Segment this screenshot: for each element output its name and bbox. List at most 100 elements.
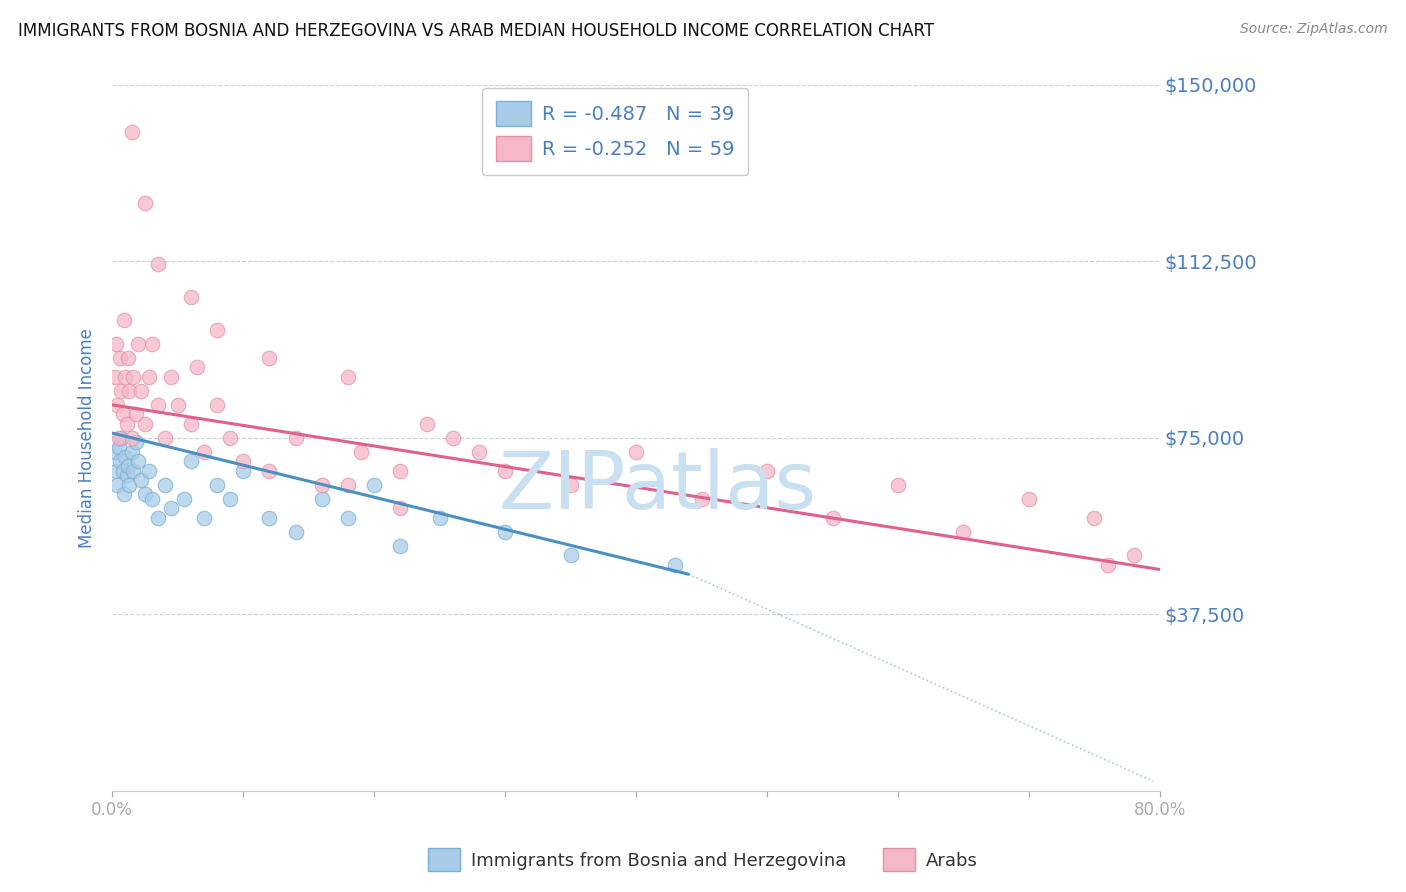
Point: [107, 431, 129, 445]
Point: [193, 510, 215, 524]
Point: [112, 487, 135, 501]
Point: [756, 464, 779, 478]
Point: [232, 464, 254, 478]
Point: [219, 431, 242, 445]
Point: [311, 491, 333, 506]
Point: [180, 290, 202, 304]
Point: [107, 478, 129, 492]
Point: [336, 369, 359, 384]
Point: [311, 478, 333, 492]
Point: [108, 454, 131, 468]
Point: [114, 450, 136, 464]
Point: [146, 257, 169, 271]
Point: [952, 524, 974, 539]
Point: [111, 407, 134, 421]
Point: [336, 510, 359, 524]
Point: [129, 384, 152, 398]
Point: [141, 491, 163, 506]
Point: [336, 478, 359, 492]
Point: [107, 398, 129, 412]
Point: [389, 539, 412, 553]
Point: [180, 454, 202, 468]
Point: [690, 491, 713, 506]
Point: [205, 398, 228, 412]
Point: [232, 454, 254, 468]
Point: [1083, 510, 1105, 524]
Text: Source: ZipAtlas.com: Source: ZipAtlas.com: [1240, 22, 1388, 37]
Point: [186, 360, 208, 375]
Point: [125, 435, 148, 450]
Point: [118, 478, 141, 492]
Point: [121, 125, 143, 139]
Point: [127, 336, 149, 351]
Point: [138, 464, 160, 478]
Point: [259, 351, 281, 365]
Point: [115, 417, 138, 431]
Y-axis label: Median Household Income: Median Household Income: [79, 328, 96, 548]
Point: [284, 431, 307, 445]
Point: [166, 398, 188, 412]
Point: [134, 417, 156, 431]
Point: [259, 510, 281, 524]
Point: [664, 558, 686, 572]
Point: [363, 478, 385, 492]
Point: [389, 464, 412, 478]
Point: [107, 440, 129, 454]
Point: [105, 336, 128, 351]
Point: [117, 351, 139, 365]
Point: [129, 473, 152, 487]
Point: [350, 445, 373, 459]
Point: [560, 478, 582, 492]
Point: [494, 524, 516, 539]
Text: IMMIGRANTS FROM BOSNIA AND HERZEGOVINA VS ARAB MEDIAN HOUSEHOLD INCOME CORRELATI: IMMIGRANTS FROM BOSNIA AND HERZEGOVINA V…: [18, 22, 935, 40]
Point: [153, 431, 176, 445]
Legend: R = -0.487   N = 39, R = -0.252   N = 59: R = -0.487 N = 39, R = -0.252 N = 59: [482, 87, 748, 175]
Point: [121, 445, 143, 459]
Point: [193, 445, 215, 459]
Point: [146, 510, 169, 524]
Point: [122, 464, 145, 478]
Point: [441, 431, 464, 445]
Point: [112, 313, 135, 327]
Point: [205, 478, 228, 492]
Point: [560, 549, 582, 563]
Point: [1018, 491, 1040, 506]
Point: [624, 445, 647, 459]
Point: [1097, 558, 1119, 572]
Point: [153, 478, 176, 492]
Point: [104, 445, 127, 459]
Text: ZIPatlas: ZIPatlas: [498, 448, 815, 526]
Point: [105, 464, 128, 478]
Point: [118, 384, 141, 398]
Point: [429, 510, 451, 524]
Point: [110, 384, 132, 398]
Point: [180, 417, 202, 431]
Point: [1122, 549, 1144, 563]
Legend: Immigrants from Bosnia and Herzegovina, Arabs: Immigrants from Bosnia and Herzegovina, …: [420, 841, 986, 879]
Point: [110, 431, 132, 445]
Point: [134, 487, 156, 501]
Point: [146, 398, 169, 412]
Point: [117, 458, 139, 473]
Point: [108, 351, 131, 365]
Point: [141, 336, 163, 351]
Point: [127, 454, 149, 468]
Point: [121, 431, 143, 445]
Point: [160, 369, 183, 384]
Point: [494, 464, 516, 478]
Point: [160, 501, 183, 516]
Point: [259, 464, 281, 478]
Point: [111, 464, 134, 478]
Point: [219, 491, 242, 506]
Point: [468, 445, 491, 459]
Point: [122, 369, 145, 384]
Point: [134, 195, 156, 210]
Point: [284, 524, 307, 539]
Point: [821, 510, 844, 524]
Point: [115, 468, 138, 483]
Point: [415, 417, 437, 431]
Point: [173, 491, 195, 506]
Point: [125, 407, 148, 421]
Point: [138, 369, 160, 384]
Point: [104, 369, 127, 384]
